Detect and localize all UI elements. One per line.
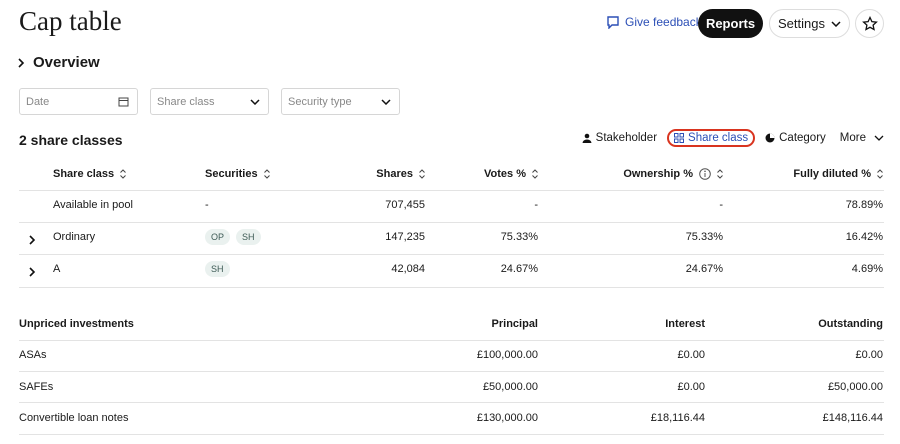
cell: £50,000.00 bbox=[827, 380, 883, 393]
cell: Available in pool bbox=[53, 199, 133, 211]
overview-toggle[interactable]: Overview bbox=[17, 54, 100, 71]
row-divider bbox=[19, 371, 884, 372]
view-option[interactable]: Category bbox=[765, 132, 826, 144]
cell: 4.69% bbox=[851, 263, 883, 275]
cell: - bbox=[534, 199, 538, 211]
column-header[interactable]: Votes % bbox=[484, 168, 538, 180]
page-title: Cap table bbox=[19, 6, 122, 36]
security-type-placeholder: Security type bbox=[288, 95, 352, 108]
favorite-button[interactable] bbox=[855, 9, 884, 38]
date-filter[interactable]: Date bbox=[19, 88, 138, 115]
cell: A bbox=[53, 263, 61, 275]
expand-row[interactable] bbox=[28, 232, 36, 250]
row-divider bbox=[19, 190, 884, 191]
cell: £100,000.00 bbox=[476, 349, 538, 361]
share-class-placeholder: Share class bbox=[157, 95, 215, 108]
row-divider bbox=[19, 340, 884, 341]
column-header-text: Shares bbox=[376, 168, 413, 180]
column-header-text: Share class bbox=[53, 168, 115, 180]
column-header: Principal bbox=[491, 318, 538, 330]
column-header: Outstanding bbox=[818, 318, 883, 330]
expand-row[interactable] bbox=[28, 264, 36, 282]
view-option[interactable]: More bbox=[840, 132, 884, 144]
column-header[interactable]: Share class bbox=[53, 168, 127, 180]
settings-button[interactable]: Settings bbox=[769, 9, 850, 38]
column-header[interactable]: Fully diluted % bbox=[793, 168, 883, 180]
view-label: Stakeholder bbox=[595, 132, 658, 144]
cell: 75.33% bbox=[500, 231, 538, 243]
column-header-text: Votes % bbox=[484, 168, 526, 180]
security-tag: SH bbox=[236, 229, 261, 245]
cell: 147,235 bbox=[385, 231, 425, 243]
settings-text: Settings bbox=[778, 16, 825, 31]
cell: £0.00 bbox=[855, 349, 883, 361]
cell: Convertible loan notes bbox=[19, 412, 129, 424]
cell: ASAs bbox=[19, 349, 47, 361]
cell: 16.42% bbox=[845, 231, 883, 243]
row-divider bbox=[19, 434, 884, 435]
security-tag: SH bbox=[205, 261, 230, 277]
cell: SAFEs bbox=[19, 380, 54, 393]
security-tag: OP bbox=[205, 229, 231, 245]
column-header: Unpriced investments bbox=[19, 318, 134, 330]
view-label: More bbox=[839, 132, 866, 144]
view-option[interactable]: Share class bbox=[667, 129, 756, 147]
cell: £0.00 bbox=[677, 380, 705, 393]
security-tags: SH bbox=[205, 261, 236, 277]
security-tags: OP SH bbox=[205, 229, 267, 245]
feedback-link[interactable]: Give feedback bbox=[606, 15, 702, 29]
cell: 75.33% bbox=[685, 231, 723, 243]
security-type-filter[interactable]: Security type bbox=[281, 88, 400, 115]
column-header: Interest bbox=[665, 318, 705, 330]
view-label: Category bbox=[779, 132, 826, 144]
cell: £130,000.00 bbox=[476, 412, 538, 424]
view-label: Share class bbox=[688, 132, 749, 144]
cell: - bbox=[719, 199, 723, 211]
cell: 707,455 bbox=[385, 199, 425, 211]
column-header[interactable]: Ownership % bbox=[623, 168, 723, 180]
column-header[interactable]: Securities bbox=[205, 168, 270, 180]
column-header-text: Fully diluted % bbox=[793, 168, 871, 180]
feedback-text: Give feedback bbox=[625, 15, 702, 29]
overview-text: Overview bbox=[33, 54, 100, 71]
cell: Ordinary bbox=[53, 231, 96, 243]
view-toggles: Stakeholder Share class Category More bbox=[582, 129, 884, 147]
column-header[interactable]: Shares bbox=[376, 168, 425, 180]
cell: 24.67% bbox=[685, 263, 723, 275]
cell: 24.67% bbox=[500, 263, 538, 275]
cell: £18,116.44 bbox=[650, 412, 705, 424]
row-divider bbox=[19, 222, 884, 223]
date-placeholder: Date bbox=[26, 95, 50, 108]
cell: 42,084 bbox=[391, 263, 425, 275]
reports-button[interactable]: Reports bbox=[698, 9, 763, 38]
cell: - bbox=[205, 199, 209, 211]
cell: £148,116.44 bbox=[822, 412, 883, 424]
cell: £50,000.00 bbox=[482, 380, 538, 393]
cell: £0.00 bbox=[677, 349, 705, 361]
row-divider bbox=[19, 254, 884, 255]
column-header-text: Securities bbox=[205, 168, 258, 180]
row-divider bbox=[19, 287, 884, 288]
row-divider bbox=[19, 402, 884, 403]
cell: 78.89% bbox=[845, 199, 883, 211]
column-header-text: Ownership % bbox=[623, 168, 693, 180]
view-option[interactable]: Stakeholder bbox=[582, 132, 657, 144]
section-title: 2 share classes bbox=[19, 132, 123, 148]
share-class-filter[interactable]: Share class bbox=[150, 88, 269, 115]
